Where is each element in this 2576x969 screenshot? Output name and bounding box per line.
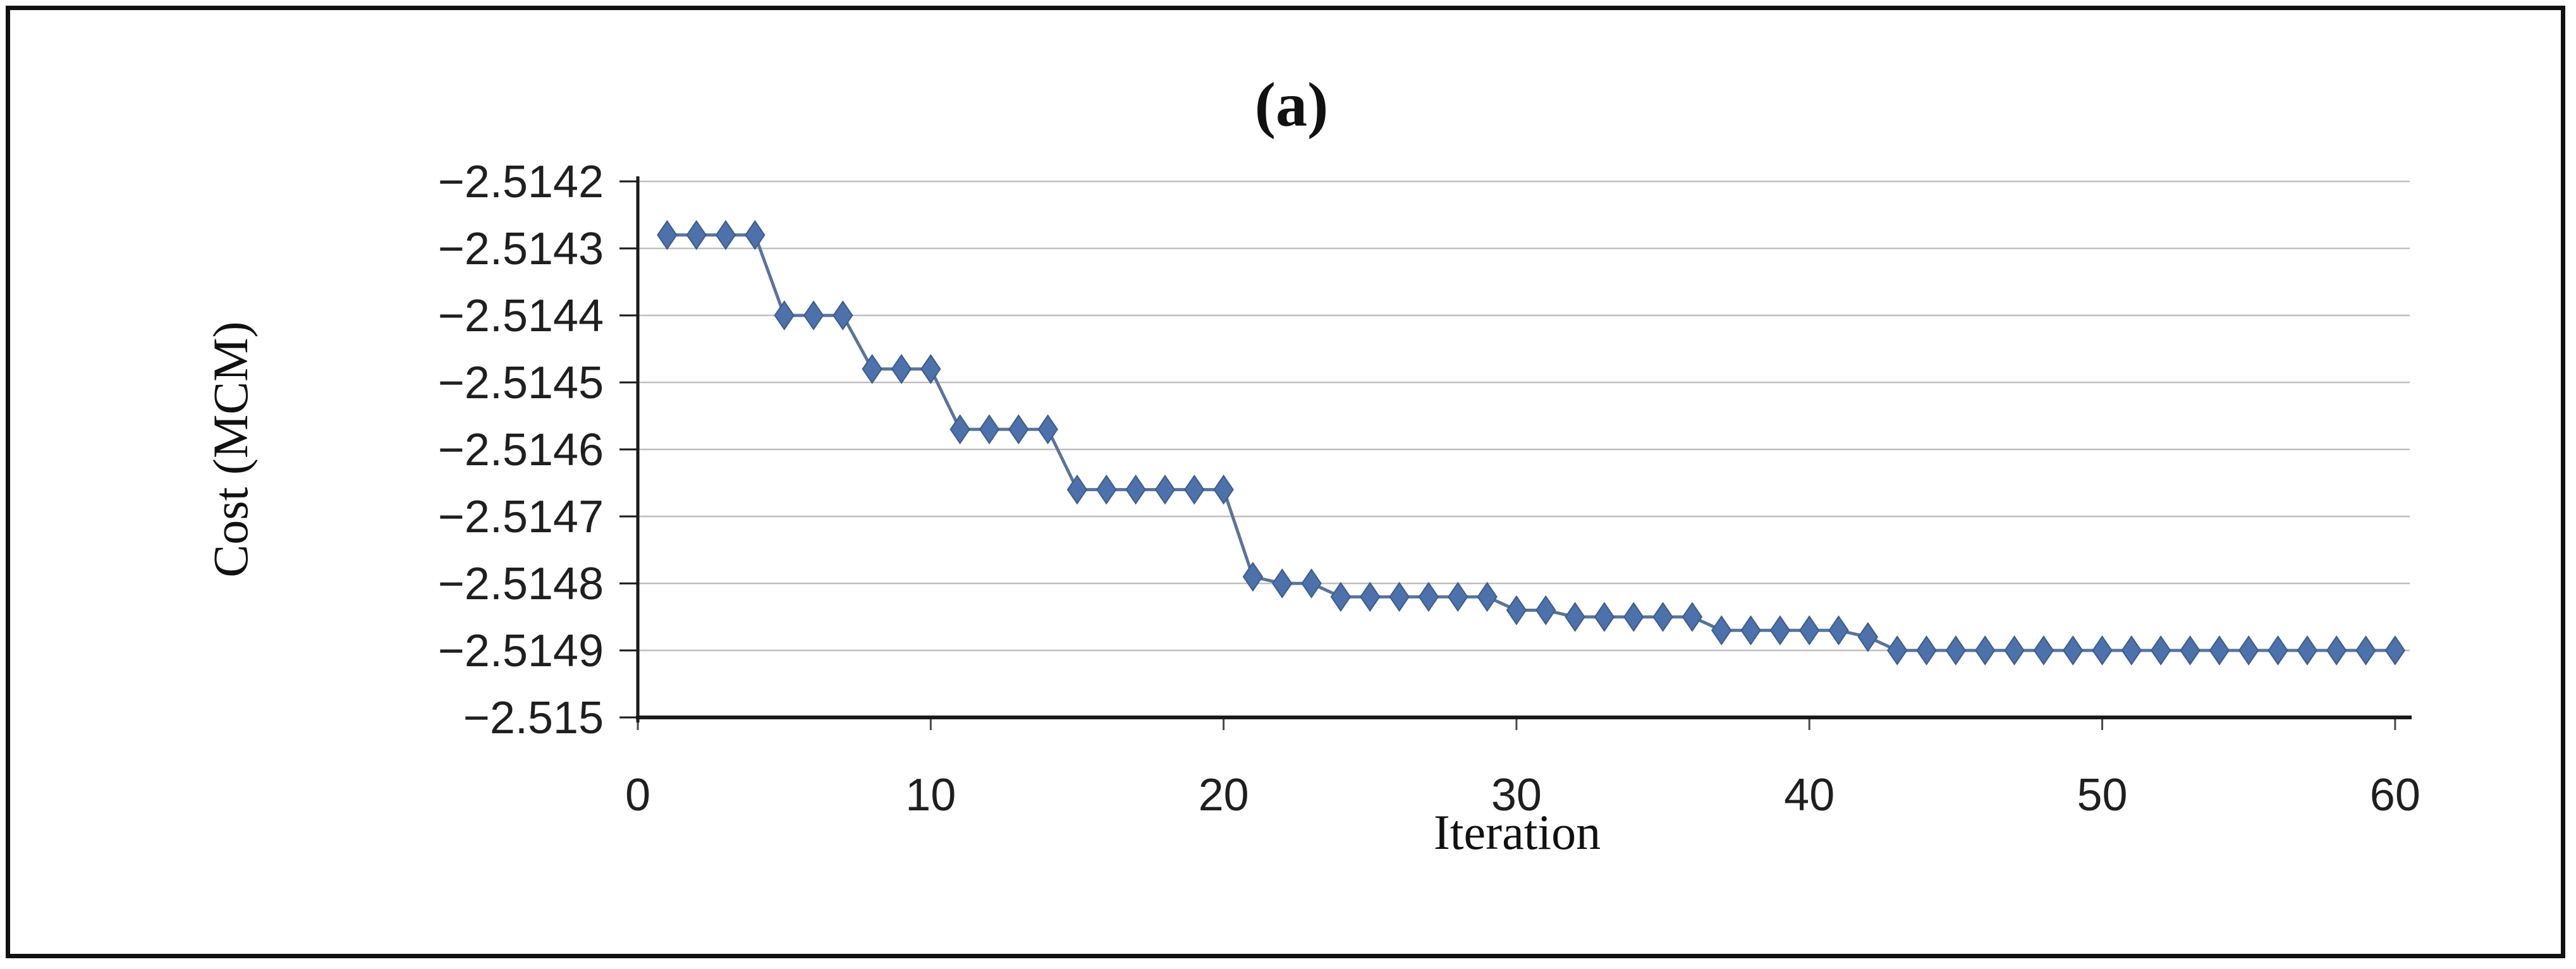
data-point-marker [1769,615,1791,645]
data-point-marker [1066,474,1088,505]
data-point-marker [1974,635,1996,666]
data-point-marker [2033,635,2054,666]
x-axis-title: Iteration [1433,805,1601,860]
data-point-marker [2355,635,2376,666]
data-point-marker [920,354,941,384]
y-tick-label: −2.5149 [438,626,604,676]
y-tick-label: −2.5142 [438,157,604,207]
data-point-marker [2268,635,2288,666]
gridlines [638,180,2410,652]
data-point-marker [1418,582,1439,612]
data-point-marker [1506,595,1527,626]
y-axis-tick-marks [620,180,637,719]
data-point-marker [1945,635,1967,666]
x-axis-tick-marks [637,719,2396,730]
data-point-marker [686,220,707,250]
figure-border [6,6,2565,958]
data-point-marker [1682,602,1703,632]
y-tick-label: −2.515 [463,693,604,743]
data-point-marker [2092,635,2113,666]
y-tick-label: −2.5143 [438,224,604,274]
data-point-marker [1008,414,1029,444]
x-tick-label: 40 [1784,770,1834,820]
axes [636,176,2412,722]
data-point-marker [2004,635,2025,666]
y-tick-label: −2.5148 [438,559,604,609]
x-tick-label: 0 [625,770,650,820]
data-point-marker [949,414,970,444]
data-point-marker [891,354,912,384]
data-point-marker [1594,602,1615,632]
data-point-marker [2150,635,2171,666]
data-point-marker [657,220,678,250]
data-point-marker [2180,635,2201,666]
data-point-marker [1535,595,1556,626]
cost-series-line [667,233,2395,652]
data-point-marker [1448,582,1468,612]
y-tick-label: −2.5147 [438,492,604,542]
data-point-marker [2209,635,2230,666]
data-point-marker [1154,474,1176,505]
data-point-marker [1096,474,1117,505]
y-tick-label: −2.5144 [438,291,604,341]
data-point-marker [1213,474,1234,505]
data-point-marker [2384,635,2406,666]
data-point-marker [2121,635,2142,666]
y-axis-title: Cost (MCM) [203,321,258,578]
data-point-marker [1389,582,1410,612]
data-point-marker [1037,414,1058,444]
data-point-marker [1652,602,1673,632]
data-point-marker [1828,615,1849,645]
data-point-marker [1886,635,1908,666]
data-point-marker [1242,561,1264,592]
data-point-marker [2062,635,2084,666]
x-axis-tick-labels: 0 10 20 30 40 50 60 [625,770,2420,820]
y-axis-tick-labels: −2.5142 −2.5143 −2.5144 −2.5145 −2.5146 −2.51… [438,157,604,743]
data-point-marker [1301,568,1322,599]
data-point-marker [1477,582,1498,612]
cost-line [667,233,2395,652]
x-tick-label: 20 [1199,770,1249,820]
data-point-marker [803,300,824,331]
data-point-marker [833,300,853,331]
data-point-marker [1916,635,1937,666]
data-point-marker [1184,474,1205,505]
data-point-marker [862,354,882,384]
y-tick-label: −2.5145 [438,358,604,408]
data-point-marker [979,414,1000,444]
data-point-marker [1360,582,1381,612]
data-point-marker [1740,615,1761,645]
data-point-marker [1330,582,1352,612]
x-tick-label: 30 [1491,770,1542,820]
data-point-marker [715,220,736,250]
data-point-marker [1272,568,1293,599]
chart-title: (a) [1254,70,1329,140]
data-point-marker [2297,635,2318,666]
x-tick-label: 60 [2370,770,2420,820]
data-point-marker [774,300,795,331]
data-point-marker [1623,602,1644,632]
data-point-marker [1565,602,1585,632]
data-point-marker [1857,622,1879,652]
data-point-marker [1711,615,1732,645]
x-tick-label: 10 [905,770,956,820]
cost-series-markers [657,220,2406,666]
data-point-marker [1799,615,1820,645]
data-point-marker [2326,635,2347,666]
data-point-marker [745,220,766,250]
data-point-marker [2238,635,2259,666]
x-tick-label: 50 [2077,770,2127,820]
y-tick-label: −2.5146 [438,425,604,475]
data-point-marker [1125,474,1146,505]
